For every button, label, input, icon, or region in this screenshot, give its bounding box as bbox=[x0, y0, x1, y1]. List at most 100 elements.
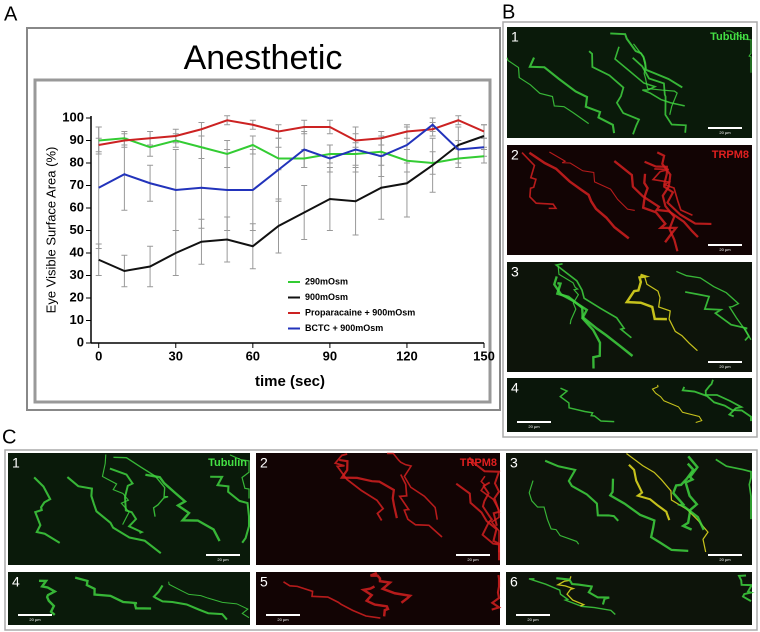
nerve-fiber bbox=[613, 160, 699, 238]
micrograph bbox=[507, 262, 752, 372]
nerve-fiber bbox=[628, 463, 671, 521]
nerve-fiber bbox=[715, 458, 752, 520]
nerve-fiber bbox=[632, 57, 687, 133]
nerve-fiber bbox=[386, 452, 439, 520]
x-tick-label: 150 bbox=[473, 348, 495, 363]
panel-label: C bbox=[2, 426, 16, 448]
image-number: 2 bbox=[511, 147, 519, 163]
scale-bar-label: 20 µm bbox=[719, 130, 731, 135]
nerve-fiber bbox=[370, 571, 413, 604]
scale-bar-label: 20 µm bbox=[217, 557, 229, 562]
scale-bar-label: 20 µm bbox=[528, 424, 540, 429]
nerve-fiber bbox=[676, 270, 752, 341]
nerve-fiber bbox=[33, 476, 61, 544]
panel-a-frame bbox=[26, 27, 501, 411]
channel-label: TRPM8 bbox=[460, 457, 497, 469]
nerve-fiber bbox=[506, 57, 590, 125]
channel-label: TRPM8 bbox=[712, 149, 749, 161]
nerve-fiber bbox=[152, 584, 228, 621]
nerve-fiber bbox=[210, 475, 251, 544]
nerve-fiber bbox=[549, 151, 635, 211]
nerve-fiber bbox=[555, 576, 586, 607]
nerve-fiber bbox=[624, 273, 667, 321]
scale-bar-label: 20 µm bbox=[277, 617, 289, 622]
nerve-fiber bbox=[528, 151, 630, 240]
scale-bar-label: 20 µm bbox=[29, 617, 41, 622]
image-number: 1 bbox=[511, 29, 519, 45]
data-line bbox=[98, 119, 485, 146]
nerve-fiber bbox=[168, 581, 250, 619]
nerve-fiber bbox=[468, 456, 501, 527]
nerve-fiber bbox=[455, 482, 501, 561]
scale-bar-label: 20 µm bbox=[719, 364, 731, 369]
nerve-fiber bbox=[614, 46, 685, 107]
nerve-fiber bbox=[641, 173, 679, 243]
nerve-fiber bbox=[528, 480, 580, 545]
nerve-fiber bbox=[109, 467, 145, 534]
panel-c-frame bbox=[4, 449, 758, 631]
image-number: 3 bbox=[510, 455, 518, 471]
nerve-fiber bbox=[38, 579, 58, 616]
plot-frame bbox=[33, 78, 492, 404]
micrograph bbox=[506, 453, 752, 565]
panel-label: B bbox=[502, 1, 515, 23]
nerve-fiber bbox=[528, 578, 616, 615]
nerve-fiber bbox=[651, 384, 703, 423]
nerve-fiber bbox=[737, 574, 755, 602]
image-number: 4 bbox=[511, 380, 519, 396]
panel-label: A bbox=[4, 3, 18, 25]
scale-bar-label: 20 µm bbox=[527, 617, 539, 622]
nerve-fiber bbox=[680, 455, 699, 531]
y-axis-label: Eye Visible Surface Area (%) bbox=[43, 147, 58, 314]
nerve-fiber bbox=[360, 585, 390, 617]
image-number: 1 bbox=[12, 455, 20, 471]
nerve-fiber bbox=[656, 151, 679, 252]
micrograph bbox=[8, 453, 250, 565]
nerve-fiber bbox=[556, 577, 610, 605]
nerve-fiber bbox=[552, 276, 602, 369]
y-tick-label: 90 bbox=[70, 132, 84, 147]
nerve-fiber bbox=[557, 265, 580, 325]
nerve-fiber bbox=[481, 481, 500, 546]
y-tick-label: 70 bbox=[70, 177, 84, 192]
y-tick-label: 60 bbox=[70, 199, 84, 214]
y-tick-label: 100 bbox=[62, 109, 84, 124]
y-tick-label: 50 bbox=[70, 222, 84, 237]
micrograph bbox=[507, 27, 752, 138]
chart-title: Anesthetic bbox=[184, 39, 343, 77]
nerve-fiber bbox=[632, 43, 678, 115]
nerve-fiber bbox=[559, 387, 615, 423]
data-line bbox=[98, 123, 485, 192]
nerve-fiber bbox=[528, 57, 616, 134]
micrograph bbox=[507, 378, 752, 432]
x-tick-label: 30 bbox=[169, 348, 183, 363]
micrograph bbox=[256, 453, 500, 565]
legend-label: Proparacaine + 900mOsm bbox=[305, 307, 415, 317]
y-tick-label: 10 bbox=[70, 312, 84, 327]
micrograph bbox=[256, 572, 500, 625]
scale-bar-label: 20 µm bbox=[719, 247, 731, 252]
nerve-fiber bbox=[554, 263, 632, 339]
nerve-fiber bbox=[333, 453, 385, 521]
nerve-fiber bbox=[521, 152, 558, 210]
nerve-fiber bbox=[229, 454, 250, 499]
image-number: 5 bbox=[260, 574, 268, 590]
y-tick-label: 0 bbox=[77, 334, 84, 349]
channel-label: Tubulin bbox=[710, 31, 749, 43]
nerve-fiber bbox=[101, 454, 130, 525]
image-number: 3 bbox=[511, 264, 519, 280]
nerve-fiber bbox=[626, 452, 709, 553]
x-tick-label: 90 bbox=[323, 348, 337, 363]
nerve-fiber bbox=[283, 581, 381, 619]
micrograph bbox=[506, 572, 752, 625]
nerve-fiber bbox=[671, 462, 705, 531]
data-line bbox=[98, 135, 485, 273]
nerve-fiber bbox=[704, 379, 744, 418]
scale-bar-label: 20 µm bbox=[467, 557, 479, 562]
channel-label: Tubulin bbox=[208, 457, 247, 469]
image-number: 2 bbox=[260, 455, 268, 471]
y-tick-label: 30 bbox=[70, 267, 84, 282]
x-tick-label: 120 bbox=[396, 348, 418, 363]
y-tick-label: 80 bbox=[70, 154, 84, 169]
